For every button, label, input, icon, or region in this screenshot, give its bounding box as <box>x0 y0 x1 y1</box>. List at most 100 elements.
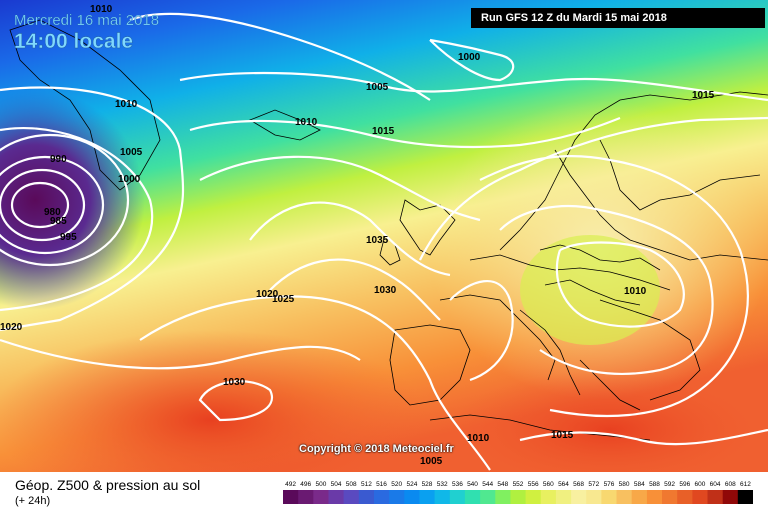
scale-swatch <box>540 490 557 504</box>
scale-tick-label: 576 <box>604 481 615 488</box>
scale-swatch <box>495 490 511 504</box>
geopotential-map: 1010 1010 1005 1000 990 980 985 995 1020… <box>0 0 768 472</box>
scale-tick-label: 500 <box>315 481 326 488</box>
scale-tick-label: 560 <box>543 481 554 488</box>
scale-swatch <box>434 490 451 504</box>
scale-tick-label: 556 <box>528 481 539 488</box>
scale-tick-label: 564 <box>558 481 569 488</box>
scale-swatch <box>480 490 496 504</box>
legend-bar: Géop. Z500 & pression au sol (+ 24h) 492… <box>0 472 768 512</box>
isobar-label: 1000 <box>458 52 481 63</box>
isobar-label: 990 <box>50 154 67 165</box>
scale-tick-label: 524 <box>406 481 417 488</box>
isobar-label: 1010 <box>115 99 138 110</box>
scale-swatch <box>722 490 739 504</box>
isobar-label: 1015 <box>692 90 715 101</box>
scale-tick-label: 496 <box>300 481 311 488</box>
scale-tick-label: 512 <box>361 481 372 488</box>
scale-tick-label: 508 <box>346 481 357 488</box>
scale-tick-label: 584 <box>634 481 645 488</box>
scale-tick-label: 552 <box>513 481 524 488</box>
isobars <box>0 12 768 471</box>
scale-tick-label: 568 <box>573 481 584 488</box>
scale-swatch <box>449 490 466 504</box>
isobar-label: 985 <box>50 216 67 227</box>
scale-swatch <box>313 490 329 504</box>
scale-tick-label: 528 <box>422 481 433 488</box>
scale-swatch <box>374 490 390 504</box>
forecast-date: Mercredi 16 mai 2018 <box>14 12 160 29</box>
scale-swatch <box>419 490 436 504</box>
scale-tick-label: 588 <box>649 481 660 488</box>
isobar-label: 1015 <box>551 430 574 441</box>
copyright-notice: Copyright © 2018 Meteociel.fr <box>299 443 454 455</box>
scale-swatch <box>571 490 587 504</box>
scale-swatch <box>662 490 678 504</box>
scale-swatch <box>616 490 633 504</box>
scale-tick-label: 516 <box>376 481 387 488</box>
isobar-label: 1010 <box>295 117 318 128</box>
legend-subtitle: (+ 24h) <box>15 495 51 507</box>
scale-swatch <box>737 490 753 504</box>
scale-tick-label: 544 <box>482 481 493 488</box>
scale-tick-label: 520 <box>391 481 402 488</box>
scale-swatch <box>601 490 618 504</box>
isobar-label: 1030 <box>374 285 397 296</box>
forecast-time: 14:00 locale <box>14 30 134 53</box>
scale-tick-label: 548 <box>497 481 508 488</box>
scale-tick-label: 596 <box>679 481 690 488</box>
scale-swatch <box>283 490 299 504</box>
scale-swatch <box>389 490 405 504</box>
isobar-label: 1005 <box>366 82 389 93</box>
isobar-label: 1005 <box>120 147 143 158</box>
isobar-label: 1005 <box>420 456 443 467</box>
scale-tick-label: 600 <box>694 481 705 488</box>
scale-tick-label: 592 <box>664 481 675 488</box>
scale-swatch <box>343 490 360 504</box>
scale-swatch <box>525 490 542 504</box>
scale-swatch <box>510 490 527 504</box>
isobar-label: 1020 <box>256 289 279 300</box>
isobar-label: 1015 <box>372 126 395 137</box>
low-pressure-core <box>0 90 145 310</box>
color-scale: 492 496 500 504 508 512 516 520 524 528 532 536 540 5… <box>283 481 753 504</box>
scale-tick-label: 540 <box>467 481 478 488</box>
isobar-label: 1035 <box>366 235 389 246</box>
scale-swatch <box>298 490 314 504</box>
isobar-labels: 1010 1010 1005 1000 990 980 985 995 1020… <box>0 4 715 467</box>
country-borders <box>379 91 768 441</box>
isobar-label: 995 <box>60 232 77 243</box>
scale-tick-label: 504 <box>331 481 342 488</box>
warm-air-area-east <box>450 370 768 472</box>
scale-tick-label: 532 <box>437 481 448 488</box>
scale-swatch <box>404 490 420 504</box>
scale-tick-label: 492 <box>285 481 296 488</box>
scale-swatch <box>328 490 345 504</box>
scale-tick-label: 536 <box>452 481 463 488</box>
scale-swatch <box>586 490 602 504</box>
scale-swatch <box>646 490 663 504</box>
isobar-label: 1030 <box>223 377 246 388</box>
isobar-label: 1025 <box>272 294 295 305</box>
isobar-label: 1010 <box>624 286 647 297</box>
isobar-label: 1010 <box>467 433 490 444</box>
scale-tick-label: 608 <box>725 481 736 488</box>
scale-swatch <box>555 490 572 504</box>
scale-swatch <box>677 490 693 504</box>
isobar-label: 1000 <box>118 174 141 185</box>
scale-swatch <box>358 490 375 504</box>
scale-tick-label: 572 <box>588 481 599 488</box>
scale-swatch <box>692 490 709 504</box>
scale-tick-label: 580 <box>619 481 630 488</box>
scale-swatch <box>707 490 724 504</box>
scale-swatch <box>464 490 481 504</box>
isobar-label: 980 <box>44 207 61 218</box>
scale-tick-label: 612 <box>740 481 751 488</box>
legend-title: Géop. Z500 & pression au sol <box>15 477 201 493</box>
greenland-coast <box>9 19 321 191</box>
scale-tick-label: 604 <box>710 481 721 488</box>
scale-swatch <box>631 490 648 504</box>
isobar-label: 1020 <box>0 322 23 333</box>
model-run-label: Run GFS 12 Z du Mardi 15 mai 2018 <box>471 8 765 28</box>
